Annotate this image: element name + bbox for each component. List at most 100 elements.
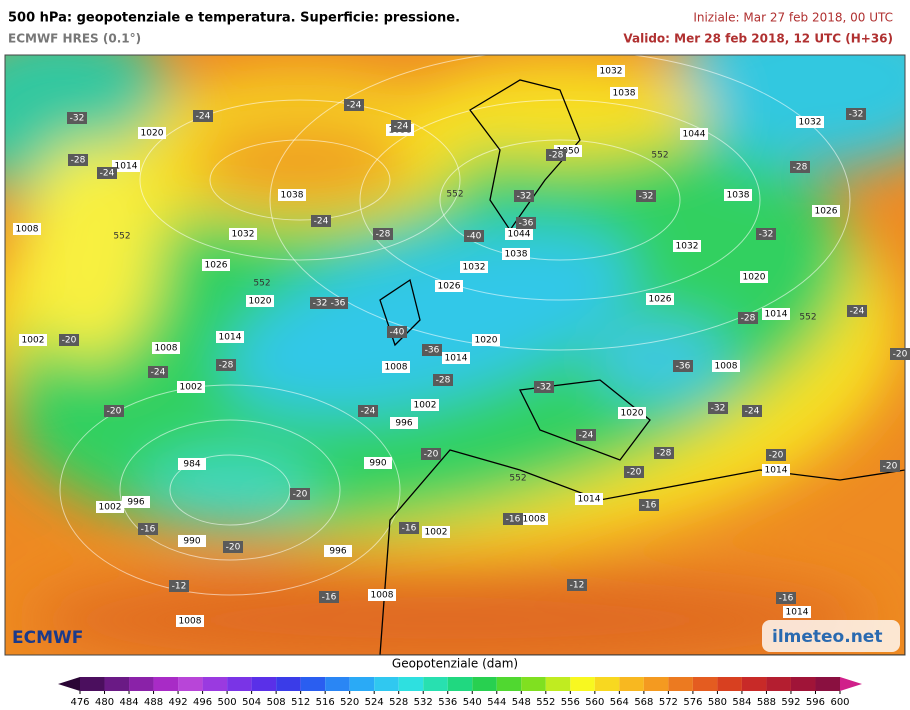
pressure-label-box: [178, 458, 206, 470]
colorbar-tick-label: 528: [389, 697, 408, 708]
temperature-label-box: [387, 326, 407, 338]
temperature-label: -20: [893, 350, 908, 360]
temperature-label: -12: [172, 582, 187, 592]
contour-label: 552: [113, 232, 130, 242]
colorbar-swatch: [545, 677, 571, 691]
temperature-label-box: [391, 120, 411, 132]
colorbar-tick-label: 512: [291, 697, 310, 708]
colorbar-tick-label: 508: [267, 697, 286, 708]
pressure-label: 996: [395, 419, 412, 429]
colorbar-swatch: [251, 677, 277, 691]
temperature-label: -36: [425, 346, 440, 356]
pressure-label: 1020: [743, 273, 766, 283]
pressure-label: 1038: [505, 250, 528, 260]
pressure-label-box: [19, 334, 47, 346]
pressure-label-box: [724, 189, 752, 201]
temperature-label-box: [310, 297, 330, 309]
temperature-label: -32: [517, 192, 532, 202]
map-labels: 1032 1038 1044 1032 1020 1014 1038 1050 1038 1032…: [13, 65, 910, 627]
pressure-label: 1014: [765, 466, 788, 476]
colorbar-tick-label: 492: [169, 697, 188, 708]
temperature-label-box: [373, 228, 393, 240]
colorbar-swatch: [398, 677, 424, 691]
temperature-label: -20: [769, 451, 784, 461]
colorbar-tick-label: 584: [732, 697, 751, 708]
colorbar-swatch: [619, 677, 644, 691]
temperature-label-box: [464, 230, 484, 242]
pressure-label-box: [422, 526, 450, 538]
temperature-label: -32: [711, 404, 726, 414]
colorbar-swatch: [325, 677, 350, 691]
logo-left: ECMWF: [12, 628, 83, 648]
colorbar-swatch: [300, 677, 326, 691]
temperature-label-box: [148, 366, 168, 378]
colorbar-swatch: [423, 677, 448, 691]
temperature-label-box: [399, 522, 419, 534]
pressure-label: 1050: [557, 147, 580, 157]
colorbar-swatch: [766, 677, 791, 691]
pressure-label-box: [390, 417, 418, 429]
pressure-label: 1002: [425, 528, 448, 538]
temperature-label-box: [738, 312, 758, 324]
colorbar-swatch: [717, 677, 742, 691]
temperature-label: -20: [883, 462, 898, 472]
pressure-label-box: [618, 407, 646, 419]
colorbar-swatch: [202, 677, 228, 691]
temperature-label: -24: [394, 122, 409, 132]
colorbar-tick-label: 548: [512, 697, 531, 708]
temperature-label: -28: [219, 361, 234, 371]
colorbar-tick-label: 596: [806, 697, 825, 708]
pressure-label-box: [382, 361, 410, 373]
valid-time: Valido: Mer 28 feb 2018, 12 UTC (H+36): [623, 32, 893, 46]
pressure-label: 1008: [155, 344, 178, 354]
colorbar-swatch: [104, 677, 130, 691]
pressure-label: 1032: [676, 242, 699, 252]
pressure-label-box: [178, 535, 206, 547]
colorbar-tick-label: 544: [487, 697, 506, 708]
colorbar-tick-label: 476: [70, 697, 89, 708]
pressure-label: 1026: [815, 207, 838, 217]
temperature-label: -20: [226, 543, 241, 553]
pressure-label: 1020: [249, 297, 272, 307]
pressure-label-box: [502, 248, 530, 260]
pressure-label: 1008: [179, 617, 202, 627]
contour-label: 552: [446, 190, 463, 200]
temperature-label-box: [216, 359, 236, 371]
pressure-label: 1008: [385, 363, 408, 373]
pressure-label-box: [176, 615, 204, 627]
temperature-label: -32: [849, 110, 864, 120]
temperature-label: -20: [293, 490, 308, 500]
pressure-label-box: [112, 160, 140, 172]
pressure-label-box: [246, 295, 274, 307]
pressure-label-box: [435, 280, 463, 292]
temperature-label: -24: [314, 217, 329, 227]
pressure-label-box: [575, 493, 603, 505]
temperature-label-box: [516, 217, 536, 229]
temperature-label: -32: [313, 299, 328, 309]
pressure-label-box: [324, 545, 352, 557]
temperature-label: -24: [196, 112, 211, 122]
pressure-label-box: [460, 261, 488, 273]
colorbar-tick-label: 520: [340, 697, 359, 708]
pressure-label-box: [368, 589, 396, 601]
logo-right: ilmeteo.net: [772, 627, 882, 647]
pressure-label-box: [740, 271, 768, 283]
pressure-label-box: [229, 228, 257, 240]
colorbar-swatch: [643, 677, 669, 691]
pressure-label: 1002: [99, 503, 122, 513]
pressure-label: 1032: [600, 67, 623, 77]
temperature-label-box: [97, 167, 117, 179]
temperature-label-box: [193, 110, 213, 122]
temperature-label-box: [68, 154, 88, 166]
temperature-label-box: [104, 405, 124, 417]
colorbar-swatch: [153, 677, 179, 691]
temperature-label: -20: [424, 450, 439, 460]
pressure-label: 1014: [786, 608, 809, 618]
temperature-label-box: [59, 334, 79, 346]
colorbar-tick-label: 524: [365, 697, 384, 708]
pressure-label-box: [411, 399, 439, 411]
colorbar: 476 480 484 488 492 496 500 504 508 512 516 520 524 5…: [58, 677, 862, 708]
temperature-label: -32: [70, 114, 85, 124]
temperature-label-box: [567, 579, 587, 591]
colorbar-tick-label: 564: [610, 697, 629, 708]
